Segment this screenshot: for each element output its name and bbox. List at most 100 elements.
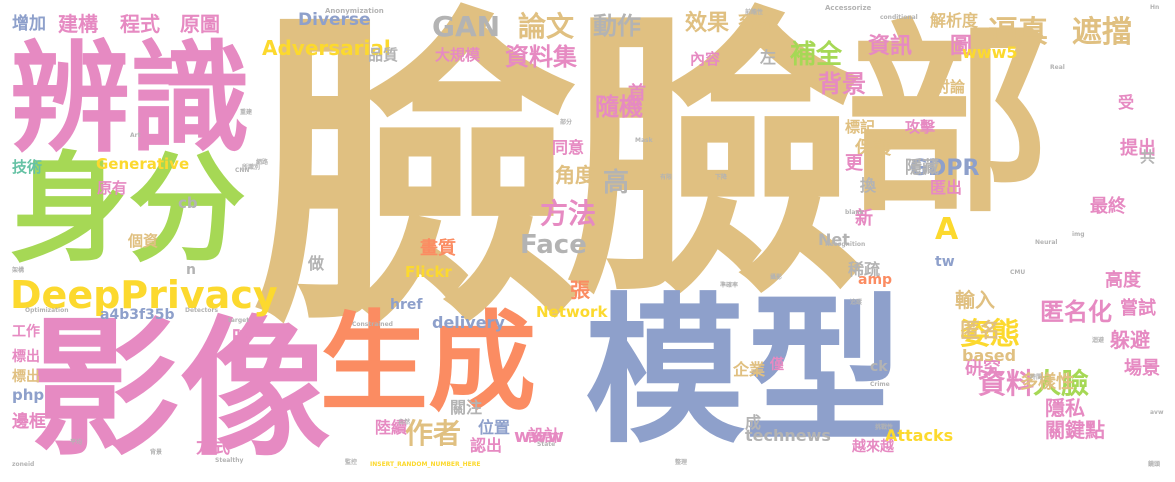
- cloud-word: 共: [1140, 148, 1156, 166]
- cloud-word: CMU: [1010, 269, 1026, 276]
- cloud-word: 部: [845, 3, 1050, 241]
- cloud-word: www: [514, 426, 564, 447]
- cloud-word: Accessorize: [825, 4, 872, 12]
- cloud-word: 張: [570, 278, 590, 302]
- cloud-word: 逼真: [988, 15, 1048, 50]
- cloud-word: 品質: [368, 46, 399, 64]
- cloud-word: 自然: [398, 419, 411, 426]
- cloud-word: 影像: [30, 303, 331, 477]
- cloud-word: technews: [745, 426, 831, 445]
- cloud-word: 高: [603, 168, 630, 198]
- cloud-word: 首: [628, 83, 646, 104]
- cloud-word: 臉: [252, 0, 582, 367]
- cloud-word: Anonymization: [325, 7, 384, 15]
- cloud-word: Attacks: [885, 426, 954, 445]
- cloud-word: 標記: [845, 118, 876, 136]
- cloud-word: 原有: [97, 179, 128, 197]
- cloud-word: www5: [962, 43, 1018, 62]
- cloud-word: 方法: [540, 197, 597, 230]
- cloud-word: delivery: [432, 313, 505, 332]
- cloud-word: 人臉: [1033, 367, 1090, 400]
- cloud-word: 研究: [965, 358, 1001, 379]
- cloud-word: 保護: [855, 138, 891, 159]
- cloud-word: Mask: [635, 137, 653, 144]
- cloud-word: 做: [308, 254, 325, 273]
- cloud-word: 標出: [12, 349, 40, 365]
- cloud-word: 邊框: [12, 412, 46, 432]
- cloud-word: 下降: [715, 174, 728, 181]
- cloud-word: Crime: [870, 381, 890, 388]
- cloud-word: amp: [858, 272, 893, 288]
- cloud-word: Optimization: [25, 307, 69, 314]
- cloud-word: CNN: [235, 167, 250, 174]
- cloud-word: Hn: [1150, 4, 1160, 11]
- cloud-word: 最終: [1090, 196, 1126, 217]
- cloud-word: 設計: [528, 426, 561, 445]
- cloud-word: 隨機: [595, 93, 643, 121]
- cloud-word: Neural: [1035, 239, 1058, 246]
- cloud-word: 鏡頭: [1148, 461, 1161, 468]
- cloud-word: State: [537, 441, 556, 448]
- cloud-word: 換: [860, 176, 877, 195]
- cloud-word: 整理: [675, 459, 688, 466]
- cloud-word: 生成: [320, 301, 537, 426]
- cloud-word: n: [186, 262, 196, 278]
- cloud-word: 攝影: [770, 274, 783, 281]
- cloud-word: cb: [178, 194, 198, 212]
- cloud-word: 圖: [950, 34, 973, 59]
- cloud-word: zoneid: [12, 461, 35, 468]
- cloud-word: 迴避: [1092, 337, 1105, 344]
- cloud-word: 標出: [12, 369, 40, 385]
- cloud-word: Detectors: [185, 307, 219, 314]
- cloud-word: 陸續: [375, 418, 408, 437]
- cloud-word: 姿態: [960, 317, 1020, 352]
- cloud-word: 匿出: [930, 178, 963, 197]
- cloud-word: 挑戰性: [875, 424, 894, 431]
- cloud-word: 遮擋: [1072, 15, 1132, 50]
- cloud-word: Net: [818, 230, 850, 249]
- cloud-word: 解析度: [930, 11, 979, 30]
- cloud-word: php: [12, 386, 45, 404]
- cloud-word: 架構: [12, 267, 25, 274]
- cloud-word: 工作: [12, 324, 40, 340]
- cloud-word: tw: [935, 254, 955, 270]
- cloud-word: 網路: [256, 159, 269, 166]
- cloud-word: Face: [520, 230, 587, 260]
- cloud-word: 認出: [470, 436, 503, 455]
- cloud-word: 稀疏: [848, 260, 881, 279]
- cloud-word: 模型: [585, 278, 906, 465]
- cloud-word: 隱藏: [905, 158, 939, 178]
- cloud-word: 多樣性: [1020, 372, 1074, 393]
- cloud-word: 高度: [1105, 270, 1141, 291]
- cloud-word: 輸入: [955, 288, 995, 312]
- cloud-word: 準確率: [720, 282, 739, 289]
- cloud-word: 受: [1118, 93, 1135, 112]
- cloud-word: Diverse: [298, 10, 371, 30]
- cloud-word: 關注: [450, 398, 483, 417]
- cloud-word: 大規模: [435, 46, 481, 64]
- cloud-word: GDPR: [910, 156, 980, 181]
- cloud-word: 作者: [405, 417, 462, 450]
- cloud-word: 討論: [935, 78, 966, 96]
- cloud-word: 匿名: [960, 318, 1000, 342]
- cloud-word: 左: [760, 48, 777, 67]
- cloud-word: INSERT_RANDOM_NUMBER_HERE: [370, 461, 481, 468]
- cloud-word: 身分: [10, 140, 247, 278]
- cloud-word: Generative: [96, 155, 190, 173]
- cloud-word: 角度: [555, 163, 595, 187]
- cloud-word: 辨識: [10, 30, 250, 169]
- cloud-word: Network: [536, 303, 608, 321]
- cloud-word: 內容: [690, 50, 721, 68]
- cloud-word: 位置: [478, 418, 511, 437]
- cloud-word: 建構: [58, 12, 98, 36]
- cloud-word: Adversarial: [262, 36, 391, 60]
- cloud-word: 系統: [737, 13, 773, 34]
- cloud-word: 前瞻性: [745, 9, 764, 16]
- cloud-word: 動作: [593, 12, 641, 40]
- cloud-word: based: [962, 346, 1017, 365]
- cloud-word: 資料: [978, 367, 1035, 400]
- cloud-word: 臉: [565, 0, 865, 334]
- cloud-word: Recognition: [825, 241, 866, 248]
- cloud-word: 個資: [128, 232, 159, 250]
